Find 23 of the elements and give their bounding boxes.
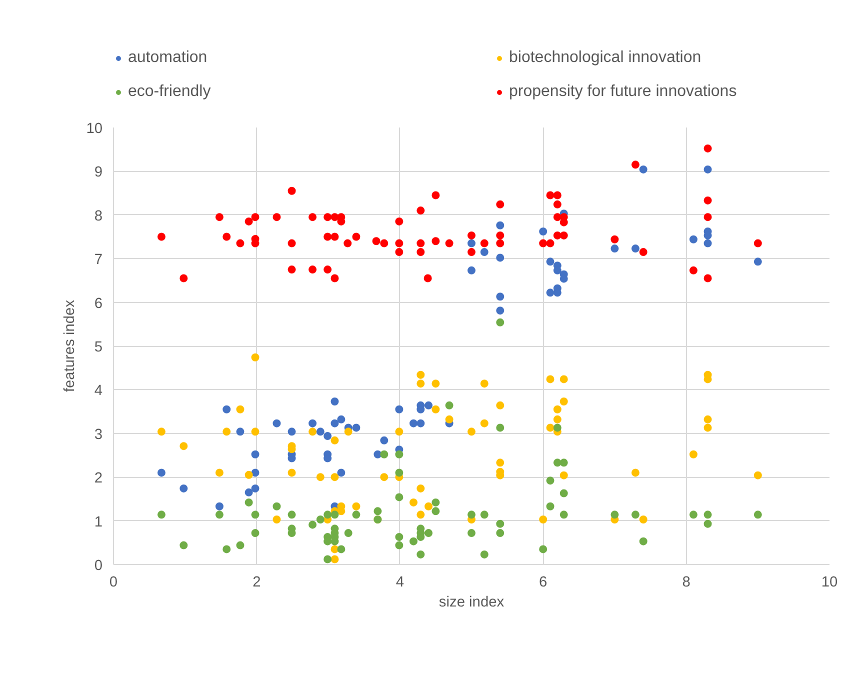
y-tick-label: 0 xyxy=(94,558,103,574)
x-axis-title: size index xyxy=(438,594,505,610)
legend-label: eco-friendly xyxy=(128,83,212,101)
y-tick-label: 8 xyxy=(94,208,103,224)
y-tick-label: 5 xyxy=(94,340,103,356)
y-tick-label: 10 xyxy=(86,121,103,137)
x-tick-label: 2 xyxy=(252,574,261,590)
legend-label: biotechnological innovation xyxy=(509,49,702,67)
legend-label: automation xyxy=(128,49,208,67)
y-tick-label: 3 xyxy=(94,426,103,443)
y-tick-label: 7 xyxy=(94,252,103,268)
x-tick-label: 0 xyxy=(109,574,118,590)
x-tick-label: 8 xyxy=(682,574,690,590)
y-tick-label: 4 xyxy=(94,383,103,400)
x-tick-label: 6 xyxy=(539,574,548,590)
y-tick-label: 1 xyxy=(94,514,103,530)
y-tick-label: 9 xyxy=(94,164,103,181)
x-tick-label: 10 xyxy=(821,574,838,590)
x-tick-label: 4 xyxy=(396,574,404,590)
legend-label: propensity for future innovations xyxy=(509,83,738,101)
y-tick-label: 2 xyxy=(94,470,103,487)
y-tick-label: 6 xyxy=(94,296,103,312)
y-axis-title: features index xyxy=(62,299,78,392)
